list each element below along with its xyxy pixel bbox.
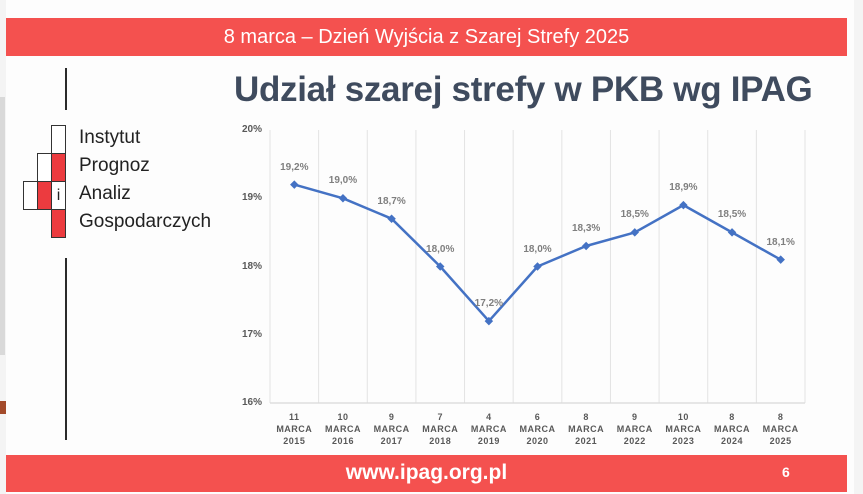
background-image-fragment (0, 401, 6, 414)
header-banner-text: 8 marca – Dzień Wyjścia z Szarej Strefy … (223, 25, 630, 48)
slide-title: Udział szarej strefy w PKB wg IPAG (234, 70, 813, 109)
x-tick-label: 8 MARCA 2024 (714, 412, 751, 446)
data-label: 18,1% (766, 236, 795, 248)
x-tick-label: 7 MARCA 2018 (422, 412, 459, 446)
data-label: 19,0% (328, 175, 358, 187)
footer-bar: www.ipag.org.pl 6 (6, 455, 847, 492)
logo-divider-bottom (65, 258, 67, 440)
x-tick-label: 10 MARCA 2016 (324, 412, 361, 446)
data-point-marker (581, 241, 591, 251)
slide (6, 0, 854, 494)
data-label: 18,3% (571, 223, 601, 235)
logo-cell-red (51, 209, 66, 238)
data-label: 17,2% (474, 298, 504, 310)
data-label: 19,2% (280, 161, 309, 173)
page-number: 6 (782, 464, 790, 480)
data-label: 18,0% (523, 243, 552, 255)
data-point-marker (776, 255, 785, 264)
data-point-marker (435, 262, 445, 271)
background-window-edge (0, 97, 5, 355)
data-point-marker (533, 262, 542, 271)
header-banner: 8 marca – Dzień Wyjścia z Szarej Strefy … (6, 18, 847, 56)
data-label: 18,0% (426, 243, 455, 255)
logo-word-gospodarczych: Gospodarczych (79, 211, 212, 232)
x-tick-label: 10 MARCA 2023 (665, 412, 702, 446)
data-point-marker (387, 214, 396, 223)
y-tick-label: 19% (241, 192, 262, 204)
x-tick-label: 8 MARCA 2025 (762, 412, 799, 446)
x-tick-label: 8 MARCA 2021 (568, 412, 605, 446)
y-tick-label: 18% (241, 260, 262, 272)
x-tick-label: 4 MARCA 2019 (470, 412, 507, 446)
logo-divider-top (65, 68, 67, 110)
x-tick-label: 9 MARCA 2022 (616, 412, 653, 446)
y-tick-label: 16% (241, 397, 262, 408)
y-tick-label: 17% (241, 328, 262, 340)
data-label: 18,9% (669, 182, 698, 194)
logo-word-prognoz: Prognoz (79, 155, 150, 176)
data-label: 18,5% (717, 209, 747, 221)
x-tick-label: 11 MARCA 2015 (276, 412, 313, 446)
x-tick-label: 6 MARCA 2020 (519, 412, 556, 446)
data-label: 18,5% (620, 209, 649, 221)
data-point-marker (338, 194, 348, 203)
footer-url: www.ipag.org.pl (345, 461, 508, 484)
chart-gridlines (269, 130, 806, 404)
logo-word-analiz: Analiz (79, 183, 131, 204)
y-tick-label: 20% (241, 124, 262, 135)
data-point-marker (484, 316, 494, 326)
x-tick-label: 9 MARCA 2017 (373, 412, 410, 446)
logo-word-instytut: Instytut (79, 127, 141, 148)
data-point-marker (290, 180, 299, 189)
data-label: 18,7% (377, 195, 406, 207)
